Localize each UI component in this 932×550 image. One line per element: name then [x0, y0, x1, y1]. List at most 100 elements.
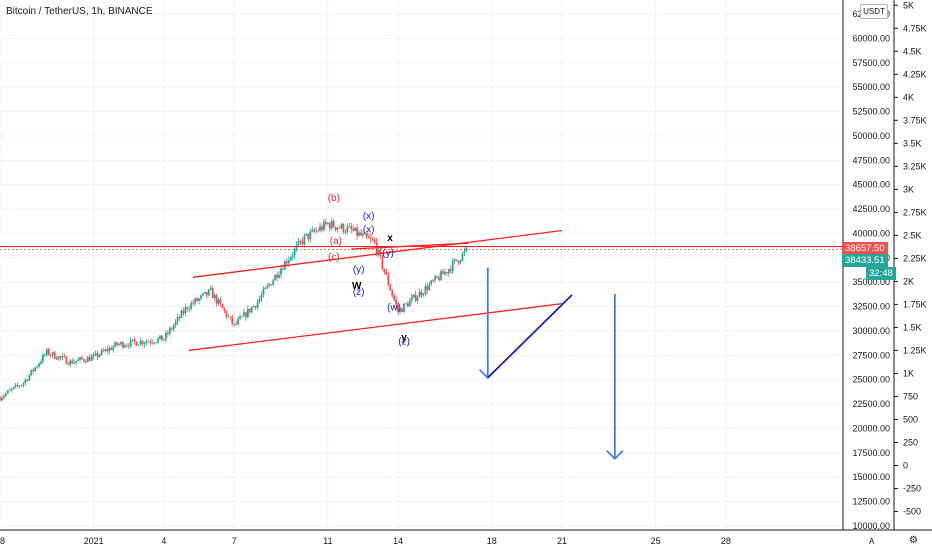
wave-label: (z) — [353, 287, 365, 298]
gear-icon[interactable]: ⚙ — [909, 535, 918, 546]
candle-body — [287, 260, 290, 264]
candle-body — [434, 276, 437, 281]
candle-body — [336, 227, 339, 230]
candle-body — [12, 386, 15, 389]
y2-tick-label: 4K — [903, 92, 914, 102]
y-tick-label: 15000.00 — [852, 472, 890, 482]
y-tick-label: 55000.00 — [852, 82, 890, 92]
candle-body — [297, 240, 300, 245]
candle-body — [100, 350, 103, 355]
wave-label: (b) — [328, 193, 340, 204]
y-tick-label: 25000.00 — [852, 375, 890, 385]
candle-body — [338, 227, 341, 229]
candle-body — [159, 335, 161, 339]
candle-body — [43, 354, 46, 356]
candle-body — [16, 384, 19, 386]
candle-body — [268, 284, 271, 286]
currency-button[interactable]: USDT — [860, 4, 888, 19]
candle-body — [20, 384, 23, 386]
candle-body — [362, 233, 364, 236]
candle-body — [293, 248, 296, 256]
candle-body — [285, 261, 288, 264]
candle-body — [383, 268, 386, 273]
candle-body — [397, 304, 399, 312]
candle-body — [123, 345, 126, 348]
candle-body — [248, 308, 251, 313]
candle-body — [432, 280, 435, 282]
candle-body — [455, 259, 458, 262]
auto-scale-button[interactable]: A — [869, 537, 875, 546]
candle-body — [389, 284, 392, 291]
y-tick-label: 40000.00 — [852, 228, 890, 238]
candle-body — [229, 316, 232, 318]
candle-body — [102, 350, 105, 352]
x-tick-label: 2021 — [84, 536, 104, 546]
candle-body — [145, 341, 148, 344]
candle-body — [211, 288, 214, 299]
y2-tick-label: 0 — [903, 461, 908, 471]
y2-tick-label: 4.5K — [903, 46, 922, 56]
candle-body — [45, 349, 48, 355]
y2-tick-label: -250 — [903, 484, 921, 494]
candle-body — [219, 299, 222, 304]
y2-tick-label: 2K — [903, 276, 914, 286]
y2-tick-label: 3K — [903, 184, 914, 194]
channel-line-lower — [188, 303, 563, 352]
wave-label: (x) — [363, 211, 375, 222]
candle-body — [63, 356, 66, 358]
candle-body — [174, 321, 177, 326]
candle-body — [0, 397, 1, 401]
candle-body — [161, 335, 163, 341]
candle-body — [188, 308, 191, 310]
wave-label: (x) — [363, 224, 375, 235]
candle-body — [270, 284, 273, 286]
candle-body — [57, 356, 60, 360]
candle-body — [65, 356, 68, 364]
candle-body — [410, 297, 413, 301]
candle-body — [149, 341, 152, 343]
x-tick-label: 11 — [323, 536, 332, 546]
candle-body — [403, 303, 405, 312]
candle-body — [205, 291, 208, 296]
candle-body — [289, 257, 292, 261]
candle-body — [387, 274, 390, 285]
candle-body — [438, 277, 440, 281]
candle-body — [40, 361, 42, 364]
candle-body — [77, 359, 79, 362]
candle-body — [92, 354, 95, 357]
candle-body — [42, 354, 44, 362]
chart-title: Bitcoin / TetherUS, 1h, BINANCE — [6, 6, 153, 17]
candle-body — [53, 352, 56, 359]
wave-label: (w) — [387, 302, 401, 313]
last-price-badge: 38657.50 — [842, 242, 888, 255]
candle-body — [430, 280, 433, 285]
wave-label: x — [387, 233, 393, 244]
x-tick-label: 28 — [721, 536, 731, 546]
y2-tick-label: 2.5K — [903, 230, 922, 240]
candle-body — [47, 349, 50, 355]
candle-body — [399, 308, 401, 312]
candle-body — [120, 342, 122, 345]
candle-body — [79, 357, 81, 360]
candle-body — [391, 290, 394, 296]
candle-body — [30, 369, 33, 376]
candle-body — [22, 383, 25, 385]
candle-body — [26, 379, 29, 381]
candle-body — [385, 272, 388, 275]
candle-body — [225, 310, 228, 317]
x-tick-label: 7 — [232, 536, 237, 546]
y2-tick-label: 1.75K — [903, 299, 927, 309]
y-tick-label: 20000.00 — [852, 423, 890, 433]
x-tick-label: 28 — [0, 536, 5, 546]
y-tick-label: 35000.00 — [852, 277, 890, 287]
candle-body — [88, 357, 91, 361]
candle-body — [112, 346, 115, 350]
y2-tick-label: 1.25K — [903, 345, 927, 355]
candle-body — [381, 256, 384, 269]
candle-body — [94, 353, 97, 355]
y2-tick-label: -500 — [903, 507, 921, 517]
candle-body — [184, 307, 187, 314]
candle-body — [233, 323, 236, 325]
